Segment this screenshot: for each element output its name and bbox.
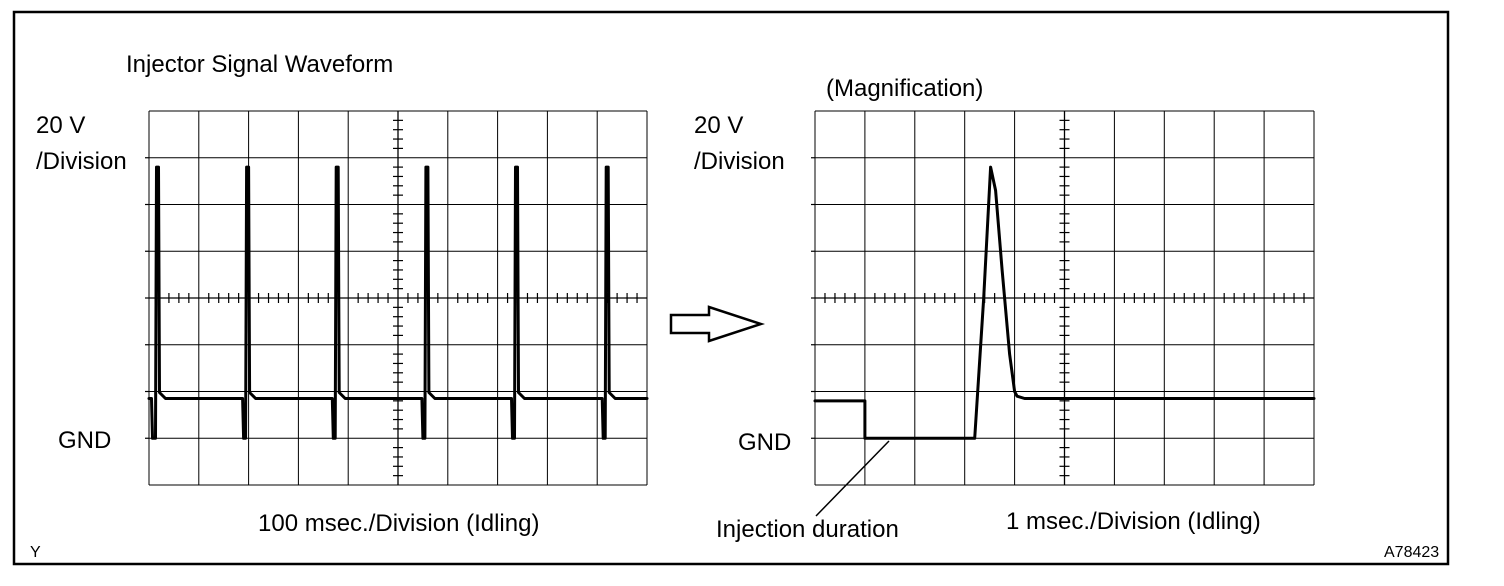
- figure-title: Injector Signal Waveform: [126, 51, 393, 78]
- figure-id: A78423: [1384, 544, 1439, 561]
- right-oscilloscope-chart: [811, 110, 1316, 486]
- waveform-trace: [813, 165, 1316, 440]
- left-oscilloscope-chart: [145, 110, 649, 486]
- figure-frame: [12, 10, 1450, 566]
- left-x-scale-label: 100 msec./Division (Idling): [258, 510, 539, 537]
- left-y-scale-line2: /Division: [36, 148, 127, 175]
- right-y-scale-line2: /Division: [694, 148, 785, 175]
- right-gnd-label: GND: [738, 429, 791, 456]
- injection-duration-label: Injection duration: [716, 516, 899, 543]
- injection-duration-leader-line: [815, 440, 890, 517]
- left-gnd-label: GND: [58, 427, 111, 454]
- waveform-trace: [147, 165, 649, 440]
- magnification-arrow-icon: [669, 305, 766, 343]
- right-y-scale-line1: 20 V: [694, 112, 743, 139]
- right-chart-title: (Magnification): [826, 75, 983, 102]
- right-x-scale-label: 1 msec./Division (Idling): [1006, 508, 1261, 535]
- left-y-scale-line1: 20 V: [36, 112, 85, 139]
- corner-mark: Y: [30, 544, 41, 561]
